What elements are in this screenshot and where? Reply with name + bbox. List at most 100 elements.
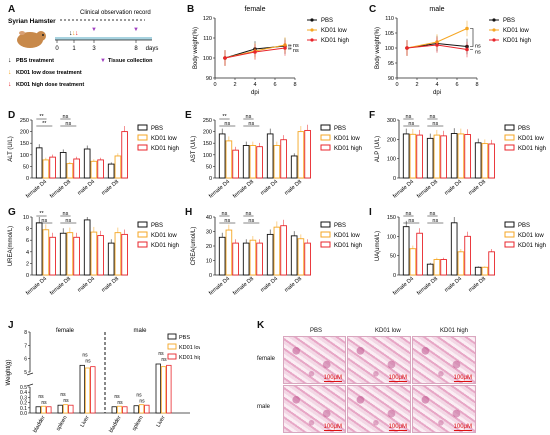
bar — [232, 149, 239, 179]
sig-label: ns — [248, 218, 254, 224]
panel-h: H 0 10 20 30 40 CREA(umol/L) female D4 female D… — [183, 205, 367, 300]
x-tick-label: 0 — [395, 82, 398, 88]
sig-label: ns — [222, 211, 228, 217]
legend-arrow-pbs: ↓ — [8, 57, 12, 64]
x-tick-label: male D8 — [468, 179, 488, 197]
panel-label-d: D — [8, 110, 16, 121]
x-tick-label: male D8 — [101, 276, 121, 294]
y-tick-label: 200 — [203, 130, 212, 136]
y-tick-label: 100 — [203, 153, 212, 159]
y-tick-label: 250 — [20, 118, 29, 124]
legend-label: PBS — [334, 126, 346, 132]
legend-marker — [492, 18, 496, 22]
bar — [481, 266, 489, 276]
bar — [266, 133, 274, 179]
legend-marker — [492, 38, 496, 42]
y-tick-label: 10 — [206, 259, 212, 265]
bar — [249, 145, 257, 179]
bar — [35, 147, 43, 179]
legend-swatch — [320, 241, 331, 248]
y-axis-label: UA(umol/L) — [375, 231, 381, 261]
ua-chart: 0 50 100 150 UA(umol/L) female D4 female D8 mal… — [375, 211, 546, 297]
data-point — [253, 50, 257, 54]
y-tick-label: 0 — [26, 176, 29, 182]
bar — [42, 229, 50, 276]
legend-label: KD01 low — [179, 345, 200, 351]
x-tick-label: Liver — [80, 415, 91, 428]
sig-label: ns — [406, 114, 412, 120]
legend-swatch — [167, 353, 177, 360]
y-tick-label: 0.1 — [20, 406, 27, 412]
y-tick-label: 150 — [387, 215, 396, 221]
sig-label: ns — [63, 211, 69, 217]
legend-arrow-low: ↓ — [8, 69, 12, 76]
x-tick-label: 4 — [435, 82, 438, 88]
bar — [111, 406, 117, 414]
sig-label: ns — [65, 218, 71, 224]
x-tick-label: 0 — [213, 82, 216, 88]
panel-i: I 0 50 100 150 UA(umol/L) female D4 female D8 m… — [367, 205, 550, 300]
bar — [114, 155, 122, 179]
legend-swatch — [320, 134, 331, 141]
bar — [218, 133, 226, 179]
bar — [59, 232, 67, 276]
bar — [402, 226, 410, 276]
y-axis-label: AST (U/L) — [191, 136, 197, 163]
sig-label: ns — [41, 218, 47, 224]
ast-chart: 0 50 100 150 200 250 AST (U/L) female D4 female … — [191, 114, 362, 200]
x-tick-label: female D4 — [208, 179, 231, 200]
legend-swatch — [167, 333, 177, 340]
bar — [66, 163, 74, 179]
x-tick-label: male D4 — [77, 276, 97, 294]
y-tick-label: 0.3 — [20, 395, 27, 401]
y-tick-label: 5 — [24, 370, 27, 376]
legend-swatch — [504, 241, 515, 248]
legend-swatch — [504, 231, 515, 238]
y-tick-label: 0.2 — [20, 401, 27, 407]
y-tick-label: 200 — [20, 130, 29, 136]
bar — [416, 134, 423, 179]
x-tick-label: female D4 — [392, 276, 415, 297]
bar — [297, 131, 305, 179]
y-axis-label: Weight(g) — [6, 360, 12, 386]
y-tick-label: 40 — [206, 215, 212, 221]
bar — [304, 242, 311, 276]
y-tick-label: 0 — [393, 273, 396, 279]
sig-label: ns — [246, 211, 252, 217]
bar — [402, 133, 410, 179]
legend-swatch-pbs — [320, 124, 331, 131]
sig-label: ns — [161, 357, 167, 363]
bar — [488, 143, 495, 179]
bar — [46, 406, 52, 414]
panel-c: C male 90 95 100 105 110 0 2 4 6 8 dpi Body weight(%… — [367, 0, 550, 100]
sig-label: ns — [41, 400, 47, 406]
legend-marker — [310, 38, 314, 42]
sig-label: ns — [63, 114, 69, 120]
bar — [59, 152, 67, 179]
legend-pbs-text: PBS treatment — [16, 58, 54, 64]
data-point — [405, 46, 409, 50]
legend-label: KD01 low — [321, 28, 347, 34]
legend-swatch — [137, 231, 148, 238]
bar — [114, 232, 122, 276]
legend-label: KD01 high — [334, 146, 362, 152]
legend-swatch-pbs — [504, 124, 515, 131]
bar — [297, 238, 305, 276]
y-tick-label: 7 — [24, 343, 27, 349]
bar — [426, 263, 434, 276]
y-tick-label: 100 — [203, 56, 212, 62]
bar — [138, 404, 145, 414]
histology-col-high: KD01 high — [440, 328, 469, 334]
legend-label: KD01 high — [334, 243, 362, 249]
x-tick-label: male D8 — [284, 179, 304, 197]
tissue-marker-icon: ▼ — [133, 27, 139, 33]
legend-marker — [492, 28, 496, 32]
x-tick-label: bladder — [32, 415, 46, 434]
female-label: female — [56, 328, 75, 334]
legend-label: KD01 low — [518, 136, 544, 142]
sig-label: ns — [432, 121, 438, 127]
legend-swatch — [137, 144, 148, 151]
bar — [218, 236, 226, 276]
y-axis-label: ALT (U/L) — [8, 136, 14, 161]
y-tick-label: 100 — [20, 153, 29, 159]
